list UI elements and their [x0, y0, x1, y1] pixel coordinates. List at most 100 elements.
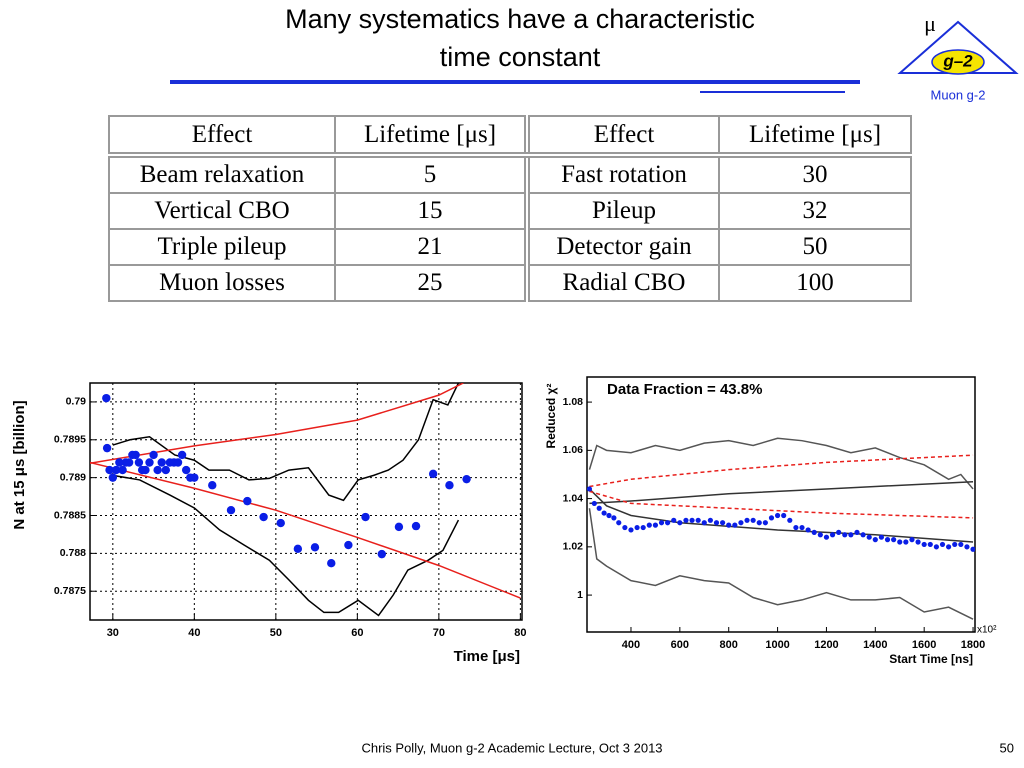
- data-point: [243, 496, 252, 506]
- curve: [90, 383, 464, 464]
- y-tick-label: 0.79: [66, 396, 87, 408]
- data-point: [149, 450, 158, 460]
- data-point: [276, 518, 285, 528]
- table-cell: Muon losses: [108, 264, 336, 302]
- data-point: [878, 534, 885, 540]
- data-point: [958, 541, 964, 548]
- x-tick-label: 1000: [765, 639, 789, 651]
- data-point: [108, 473, 118, 482]
- table-cell: 15: [334, 192, 528, 230]
- data-point: [658, 520, 665, 526]
- data-point: [601, 510, 607, 516]
- y-tick-label: 1.06: [563, 444, 584, 456]
- data-point: [177, 450, 187, 460]
- x-tick-label: 30: [107, 627, 119, 639]
- data-point: [596, 505, 602, 511]
- plot-frame: [89, 382, 523, 621]
- data-point: [744, 517, 750, 523]
- data-point: [634, 524, 640, 531]
- data-point: [310, 543, 320, 552]
- data-point: [793, 524, 799, 531]
- data-point: [701, 520, 707, 526]
- table-row: Vertical CBO 15 Pileup 32: [108, 192, 912, 230]
- curve: [589, 490, 974, 519]
- table-cell: 5: [334, 154, 528, 194]
- table-cell: Radial CBO: [524, 264, 720, 302]
- logo-caption: Muon g-2: [931, 87, 986, 102]
- data-point: [157, 458, 166, 467]
- data-point: [377, 549, 387, 559]
- x-tick-label: 60: [351, 627, 363, 639]
- data-point: [946, 544, 952, 550]
- data-point: [153, 465, 162, 475]
- y-tick-label: 0.7885: [54, 509, 86, 521]
- x-tick-label: 1400: [863, 639, 887, 651]
- x-tick-label: 1200: [814, 639, 838, 651]
- y-tick-label: 1.08: [563, 396, 584, 408]
- data-point: [591, 500, 597, 507]
- data-point: [707, 517, 713, 523]
- data-point: [115, 458, 124, 467]
- data-point: [781, 512, 787, 519]
- table-row: Beam relaxation 5 Fast rotation 30: [108, 154, 912, 194]
- data-point: [799, 524, 805, 531]
- data-point: [124, 458, 134, 467]
- x-tick-label: 600: [671, 639, 689, 651]
- data-point: [161, 465, 171, 475]
- title-line: time constant: [439, 42, 601, 72]
- data-point: [732, 522, 738, 528]
- x-tick-label: 800: [720, 639, 738, 651]
- data-point: [970, 546, 975, 552]
- table-cell: 32: [718, 192, 912, 230]
- curve: [589, 454, 974, 488]
- data-point: [394, 522, 404, 532]
- y-tick-label: 0.789: [60, 471, 86, 483]
- data-point: [927, 541, 933, 548]
- table-cell: 100: [718, 264, 912, 302]
- data-point: [606, 512, 612, 519]
- data-point: [671, 517, 677, 523]
- table-header: Effect: [108, 115, 336, 158]
- table-header: Lifetime [μs]: [718, 115, 912, 158]
- data-point: [774, 512, 781, 519]
- y-axis-label: Reduced χ²: [544, 384, 558, 449]
- data-point: [190, 473, 199, 482]
- data-point: [361, 512, 370, 522]
- y-tick-label: 0.7875: [54, 585, 86, 597]
- data-point: [964, 544, 970, 550]
- data-point: [891, 537, 897, 543]
- data-point: [616, 520, 622, 526]
- annotation: Data Fraction = 43.8%: [607, 381, 762, 398]
- data-point: [683, 517, 689, 523]
- x-tick-label: 50: [270, 627, 282, 639]
- x-tick-label: 400: [622, 639, 640, 651]
- data-point: [848, 532, 854, 538]
- data-point: [952, 541, 958, 548]
- curve: [588, 437, 974, 490]
- data-point: [689, 517, 695, 523]
- data-point: [665, 520, 671, 526]
- footer-credit: Chris Polly, Muon g-2 Academic Lecture, …: [361, 740, 662, 755]
- y-tick-label: 1: [577, 589, 583, 601]
- data-point: [939, 541, 946, 548]
- table-cell: Vertical CBO: [108, 192, 336, 230]
- table-cell: 50: [718, 228, 912, 266]
- table-cell: 21: [334, 228, 528, 266]
- logo-badge-text: g–2: [942, 51, 973, 70]
- data-point: [640, 524, 646, 531]
- table-cell: Fast rotation: [524, 154, 720, 194]
- data-point: [445, 481, 454, 490]
- x-tick-label: 70: [433, 627, 445, 639]
- data-point: [118, 465, 127, 475]
- data-point: [909, 537, 915, 543]
- x-tick-label: 80: [514, 627, 526, 639]
- data-point: [829, 532, 836, 538]
- data-point: [720, 520, 726, 526]
- data-point: [726, 522, 732, 528]
- data-point: [811, 529, 817, 535]
- data-point: [102, 443, 112, 453]
- data-point: [131, 450, 140, 460]
- data-point: [768, 515, 775, 521]
- data-point: [327, 559, 336, 568]
